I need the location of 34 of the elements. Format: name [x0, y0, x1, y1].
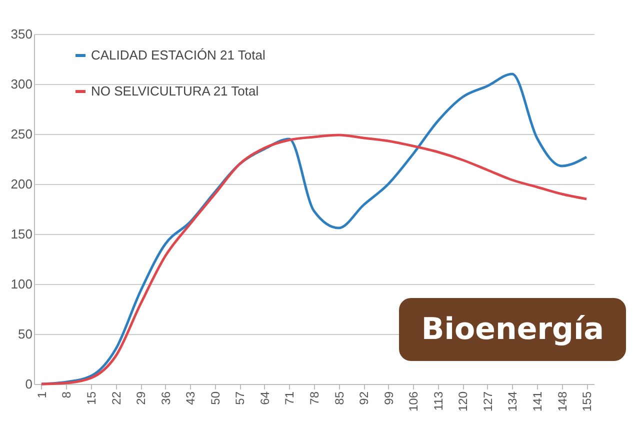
y-tick-label: 50 [18, 326, 32, 342]
x-tick-label: 50 [208, 391, 222, 405]
x-tick-label: 57 [233, 391, 248, 405]
x-tick-label: 78 [308, 391, 322, 405]
y-tick-label: 200 [10, 176, 32, 192]
x-tick-label: 22 [109, 391, 124, 405]
x-tick-label: 127 [480, 391, 495, 412]
x-tick-label: 1 [34, 391, 49, 398]
y-tick-label: 150 [10, 226, 32, 242]
y-tick-label: 0 [25, 376, 32, 392]
x-tick-label: 99 [382, 391, 396, 405]
x-tick-label: 36 [158, 391, 173, 405]
x-tick-label: 148 [555, 391, 570, 412]
x-tick-label: 64 [258, 391, 272, 405]
x-tick-label: 8 [60, 391, 74, 398]
y-tick-label: 100 [10, 276, 32, 292]
x-tick-label: 141 [530, 391, 545, 412]
x-tick-label: 71 [282, 391, 297, 405]
x-tick-label: 15 [84, 391, 98, 405]
x-tick-label: 92 [357, 391, 372, 405]
y-tick-label: 350 [10, 26, 32, 42]
legend-label: CALIDAD ESTACIÓN 21 Total [91, 48, 266, 62]
badge-label: Bioenergía [399, 298, 626, 361]
x-tick-label: 85 [332, 391, 346, 405]
x-tick-label: 29 [134, 391, 148, 405]
x-tick-label: 134 [506, 391, 520, 412]
x-tick-label: 155 [580, 391, 594, 412]
x-tick-label: 43 [184, 391, 198, 405]
y-tick-label: 300 [10, 76, 32, 92]
x-tick-label: 120 [456, 391, 470, 412]
legend-label: NO SELVICULTURA 21 Total [91, 84, 259, 98]
y-tick-label: 250 [10, 126, 32, 142]
x-tick-label: 106 [406, 391, 421, 412]
x-tick-label: 113 [431, 391, 446, 411]
